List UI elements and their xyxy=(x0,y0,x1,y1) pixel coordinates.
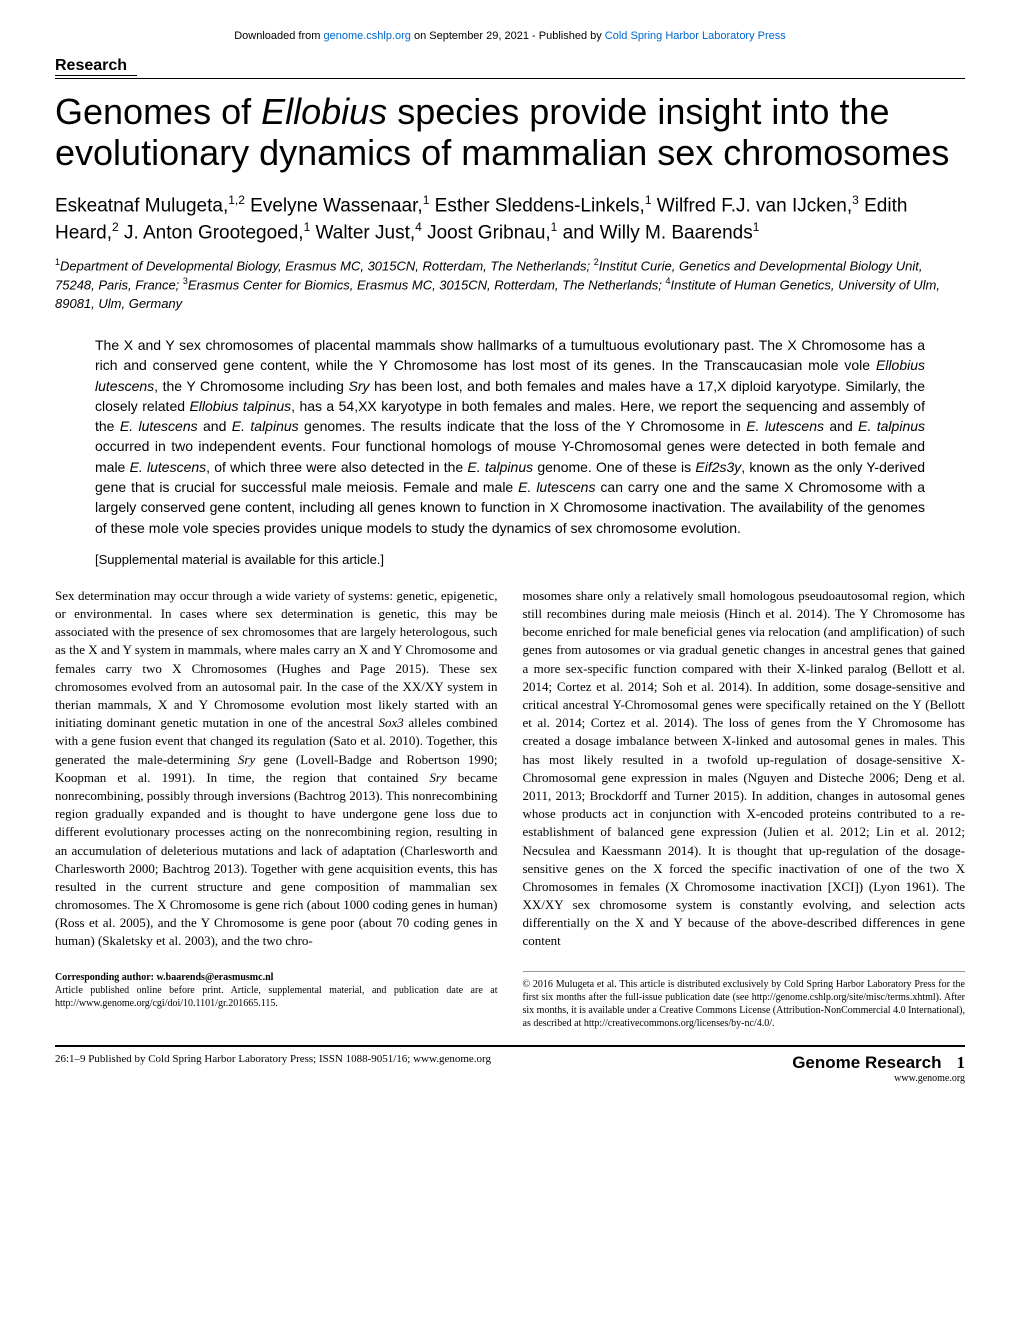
left-column: Sex determination may occur through a wi… xyxy=(55,587,498,1030)
body-columns: Sex determination may occur through a wi… xyxy=(55,587,965,1030)
section-label: Research xyxy=(55,57,137,76)
affiliations: 1Department of Developmental Biology, Er… xyxy=(55,256,965,313)
author-list: Eskeatnaf Mulugeta,1,2 Evelyne Wassenaar… xyxy=(55,192,965,246)
footer-left: 26:1–9 Published by Cold Spring Harbor L… xyxy=(55,1053,491,1065)
download-banner: Downloaded from genome.cshlp.org on Sept… xyxy=(55,30,965,57)
publisher-link[interactable]: Cold Spring Harbor Laboratory Press xyxy=(605,30,786,42)
page-container: Downloaded from genome.cshlp.org on Sept… xyxy=(0,0,1020,1104)
article-title: Genomes of Ellobius species provide insi… xyxy=(55,91,965,174)
corresponding-email: w.baarends@erasmusmc.nl xyxy=(157,972,274,983)
supplemental-note: [Supplemental material is available for … xyxy=(95,552,925,567)
right-column: mosomes share only a relatively small ho… xyxy=(523,587,966,1030)
footer-right: Genome Research 1 www.genome.org xyxy=(792,1053,965,1084)
copyright-block: © 2016 Mulugeta et al. This article is d… xyxy=(523,971,966,1030)
abstract: The X and Y sex chromosomes of placental… xyxy=(95,335,925,538)
page-footer: 26:1–9 Published by Cold Spring Harbor L… xyxy=(55,1045,965,1084)
journal-url: www.genome.org xyxy=(792,1073,965,1084)
body-right-text: mosomes share only a relatively small ho… xyxy=(523,587,966,951)
journal-name: Genome Research xyxy=(792,1053,941,1072)
corresponding-label: Corresponding author: xyxy=(55,972,157,983)
section-rule: Research xyxy=(55,57,965,79)
page-number: 1 xyxy=(957,1053,966,1072)
publication-note: Article published online before print. A… xyxy=(55,984,498,1010)
download-mid: on September 29, 2021 - Published by xyxy=(411,30,605,42)
download-source-link[interactable]: genome.cshlp.org xyxy=(323,30,410,42)
corresponding-block: Corresponding author: w.baarends@erasmus… xyxy=(55,971,498,1010)
body-left-text: Sex determination may occur through a wi… xyxy=(55,587,498,951)
download-prefix: Downloaded from xyxy=(234,30,323,42)
